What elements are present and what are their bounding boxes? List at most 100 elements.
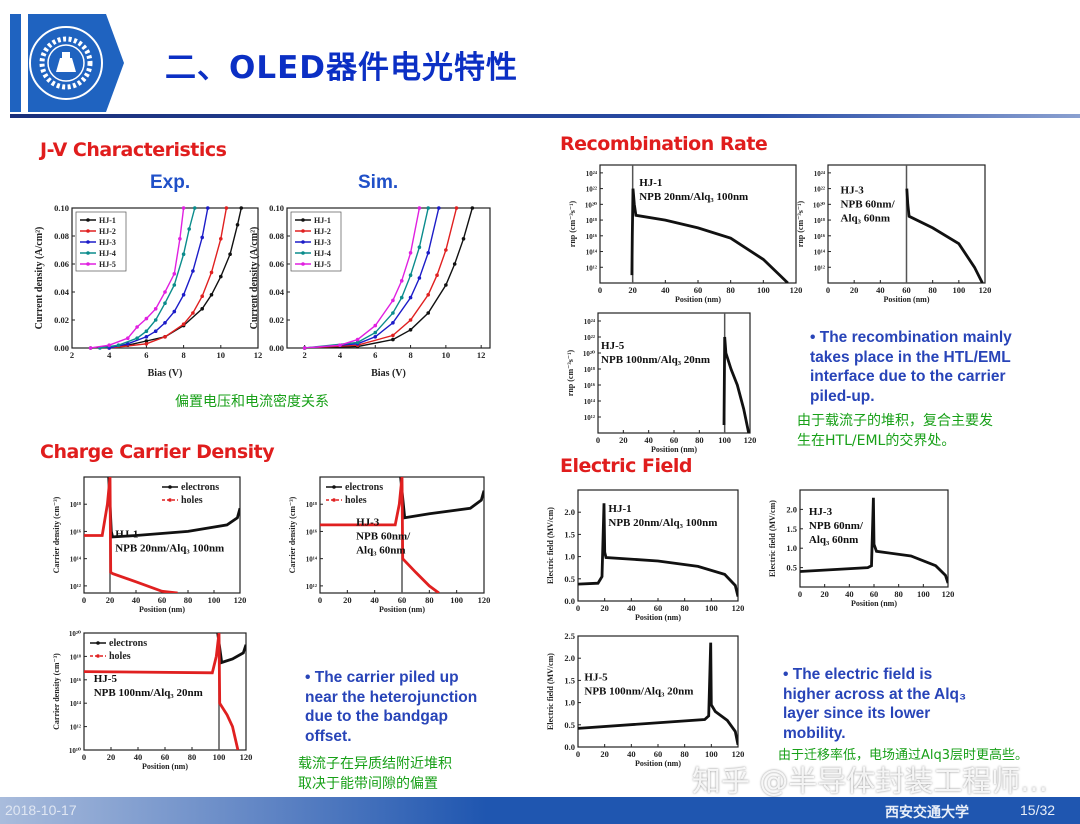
data-point bbox=[391, 311, 395, 315]
jv-sim-label: Sim. bbox=[358, 172, 399, 193]
y-tick-label: 10²⁰ bbox=[69, 630, 81, 638]
y-tick-label: 10¹⁶ bbox=[70, 528, 81, 536]
legend-marker bbox=[168, 485, 172, 489]
legend-label: HJ-5 bbox=[99, 260, 116, 269]
legend-marker bbox=[301, 251, 305, 255]
data-point bbox=[181, 206, 186, 210]
data-point bbox=[391, 298, 395, 303]
rr-section-title: Recombination Rate bbox=[560, 133, 768, 155]
x-tick-label: 40 bbox=[644, 435, 653, 445]
data-point bbox=[408, 328, 413, 332]
data-point bbox=[144, 329, 149, 334]
x-tick-label: 80 bbox=[680, 603, 689, 613]
chart-annotation: Alq₃ 60nm bbox=[809, 534, 858, 546]
series-line-holes bbox=[84, 633, 240, 750]
caption-line: 由于载流子的堆积，复合主要发 bbox=[797, 413, 993, 429]
bullet-line: • The recombination mainly bbox=[810, 329, 1012, 346]
data-point bbox=[107, 343, 111, 348]
y-axis-label: rnp (cm⁻³s⁻¹) bbox=[566, 349, 575, 396]
series-line-hj-2 bbox=[109, 208, 228, 348]
x-tick-label: 100 bbox=[213, 752, 226, 762]
data-point bbox=[391, 337, 395, 342]
series-line-data bbox=[630, 188, 789, 283]
y-tick-label: 0.02 bbox=[269, 315, 284, 325]
x-axis-label: Position (nm) bbox=[675, 295, 721, 304]
jv-exp-label: Exp. bbox=[150, 172, 191, 193]
data-point bbox=[373, 323, 378, 328]
page-title: 二、OLED器件电光特性 bbox=[165, 50, 519, 86]
rr-caption-cn: 由于载流子的堆积，复合主要发 生在HTL/EML的交界处。 bbox=[797, 411, 993, 451]
data-point bbox=[163, 301, 167, 306]
caption-line: 载流子在异质结附近堆积 bbox=[298, 756, 452, 772]
data-point bbox=[408, 273, 413, 278]
x-tick-label: 6 bbox=[144, 350, 148, 360]
series-line-holes bbox=[320, 477, 440, 593]
legend-box bbox=[290, 211, 342, 272]
y-tick-label: 10¹⁶ bbox=[814, 233, 825, 241]
x-tick-label: 6 bbox=[373, 350, 377, 360]
data-point bbox=[209, 293, 214, 297]
x-tick-label: 60 bbox=[670, 435, 679, 445]
header-divider bbox=[10, 114, 1080, 118]
university-logo bbox=[10, 14, 124, 112]
bullet-line: mobility. bbox=[783, 724, 846, 742]
data-point bbox=[355, 337, 360, 342]
series-line-data bbox=[800, 497, 948, 584]
chart-annotation: NPB 20nm/Alq₃ 100nm bbox=[115, 542, 224, 554]
y-tick-label: 10¹² bbox=[814, 264, 825, 272]
legend-marker bbox=[86, 240, 90, 244]
x-tick-label: 60 bbox=[654, 749, 663, 759]
legend-label: HJ-2 bbox=[314, 227, 331, 236]
data-point bbox=[126, 342, 130, 346]
y-tick-label: 1.0 bbox=[786, 543, 797, 553]
data-point bbox=[391, 321, 395, 325]
y-tick-label: 0.5 bbox=[786, 563, 797, 573]
chart-annotation: NPB 100nm/Alq₃ 20nm bbox=[601, 354, 710, 366]
bullet-line: layer since its lower bbox=[783, 705, 931, 722]
chart-annotation: NPB 100nm/Alq₃ 20nm bbox=[584, 685, 693, 697]
data-point bbox=[144, 316, 149, 321]
rr-bullet-text: • The recombination mainly takes place i… bbox=[810, 328, 1012, 406]
data-point bbox=[88, 346, 93, 350]
legend-label: HJ-2 bbox=[99, 227, 116, 236]
data-point bbox=[163, 335, 167, 339]
x-tick-label: 20 bbox=[600, 749, 609, 759]
footer-date: 2018-10-17 bbox=[5, 802, 77, 818]
x-tick-label: 40 bbox=[661, 285, 670, 295]
data-point bbox=[444, 283, 448, 287]
data-point bbox=[219, 237, 223, 241]
x-tick-label: 60 bbox=[398, 595, 407, 605]
y-tick-label: 0.06 bbox=[54, 259, 69, 269]
chart-rr5: 0 20 40 60 80 100 120 10¹² 10¹⁴ 10¹⁶ 10¹⁸ 10²⁰ 10²² 1… bbox=[566, 312, 756, 454]
x-tick-label: 40 bbox=[134, 752, 143, 762]
x-axis-label: Position (nm) bbox=[884, 295, 930, 304]
footer-university: 西安交通大学 bbox=[885, 804, 969, 820]
legend-label: HJ-5 bbox=[314, 260, 331, 269]
legend-marker bbox=[168, 498, 172, 502]
x-tick-label: 20 bbox=[600, 603, 609, 613]
x-tick-label: 60 bbox=[158, 595, 167, 605]
data-point bbox=[209, 270, 214, 275]
y-tick-label: 1.5 bbox=[786, 524, 797, 534]
data-point bbox=[426, 311, 431, 315]
data-point bbox=[408, 295, 413, 300]
bullet-line: takes place in the HTL/EML bbox=[810, 348, 1011, 366]
y-tick-label: 10¹⁸ bbox=[584, 366, 595, 374]
x-tick-label: 0 bbox=[596, 435, 600, 445]
x-tick-label: 40 bbox=[132, 595, 141, 605]
legend-label: electrons bbox=[345, 482, 383, 493]
y-tick-label: 10¹⁶ bbox=[306, 528, 317, 536]
bullet-line: due to the bandgap bbox=[305, 708, 448, 725]
y-tick-label: 10¹² bbox=[70, 583, 81, 591]
legend-label: HJ-1 bbox=[314, 216, 331, 225]
chart-cd1: 0 20 40 60 80 100 120 10¹² 10¹⁴ 10¹⁶ 10¹⁸ Position … bbox=[52, 476, 246, 614]
x-tick-label: 80 bbox=[928, 285, 937, 295]
x-tick-label: 0 bbox=[82, 752, 86, 762]
series-line-hj-2 bbox=[304, 208, 458, 348]
x-tick-label: 10 bbox=[217, 350, 226, 360]
jv-caption-cn: 偏置电压和电流密度关系 bbox=[175, 394, 329, 410]
legend-marker bbox=[86, 251, 90, 255]
x-tick-label: 120 bbox=[732, 749, 745, 759]
legend-marker bbox=[96, 641, 100, 645]
y-tick-label: 10²² bbox=[814, 186, 825, 194]
